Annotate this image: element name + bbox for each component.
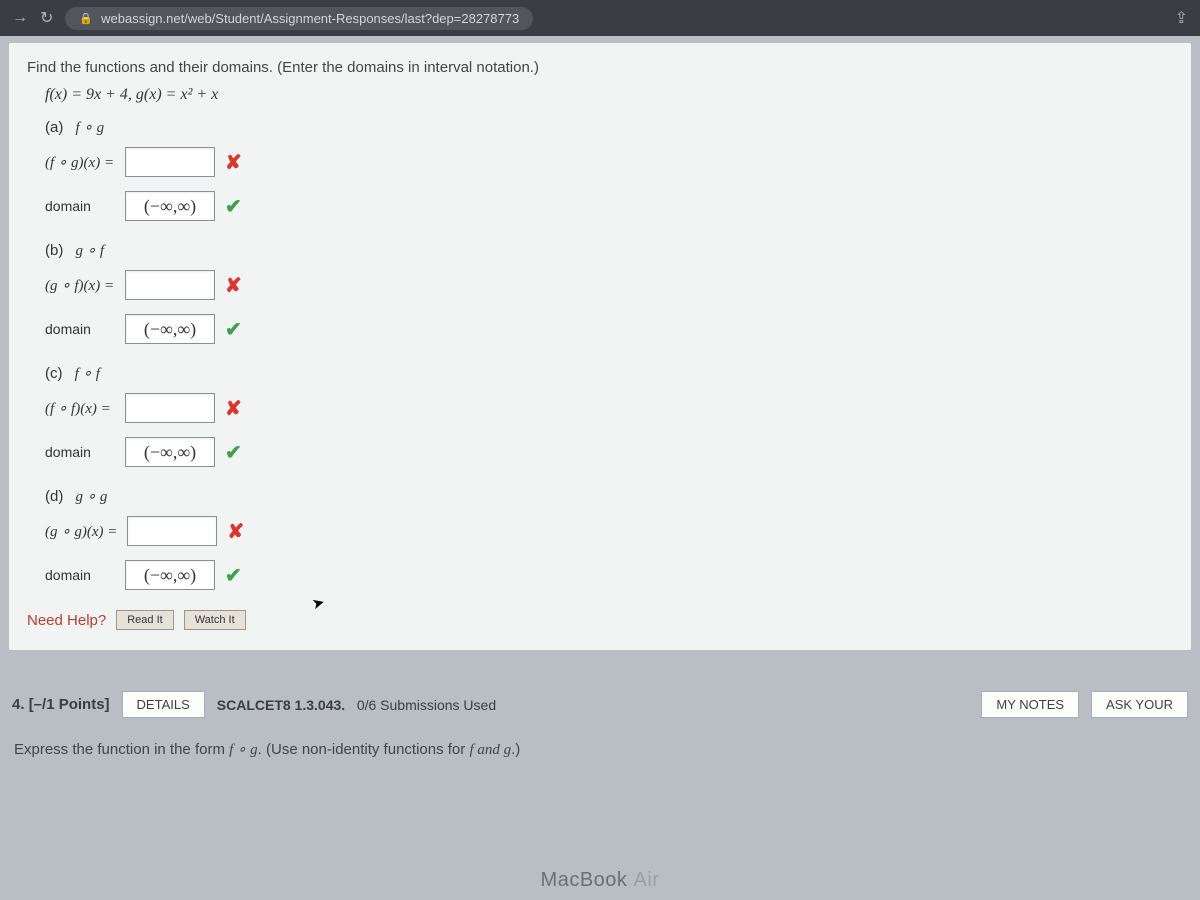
- part-b: (b) g ∘ f (g ∘ f)(x) = ✘ domain (−∞,∞) ✔: [45, 241, 1173, 344]
- part-c: (c) f ∘ f (f ∘ f)(x) = ✘ domain (−∞,∞) ✔: [45, 364, 1173, 467]
- part-a-domain-input[interactable]: (−∞,∞): [125, 191, 215, 221]
- q4-points: [–/1 Points]: [29, 696, 110, 713]
- q4-prompt: Express the function in the form f ∘ g. …: [14, 740, 1192, 759]
- ask-your-teacher-button[interactable]: ASK YOUR: [1091, 691, 1188, 718]
- nav-forward-icon[interactable]: →: [12, 9, 28, 27]
- lock-icon: 🔒: [79, 12, 93, 25]
- wrong-icon: ✘: [225, 150, 242, 175]
- browser-toolbar: → ↻ 🔒 webassign.net/web/Student/Assignme…: [0, 0, 1200, 36]
- part-a-lhs: (f ∘ g)(x) =: [45, 153, 115, 172]
- right-icon: ✔: [225, 194, 242, 219]
- right-icon: ✔: [225, 317, 242, 342]
- wrong-icon: ✘: [225, 273, 242, 298]
- part-c-expr-input[interactable]: [125, 393, 215, 423]
- part-d-domain-label: domain: [45, 567, 115, 583]
- watch-it-button[interactable]: Watch It: [184, 610, 246, 630]
- need-help-label: Need Help?: [27, 612, 106, 629]
- part-a-expr-input[interactable]: [125, 147, 215, 177]
- q4-source: SCALCET8 1.3.043.: [217, 697, 345, 713]
- part-b-domain-label: domain: [45, 321, 115, 337]
- part-b-domain-input[interactable]: (−∞,∞): [125, 314, 215, 344]
- part-c-domain-input[interactable]: (−∞,∞): [125, 437, 215, 467]
- part-a: (a) f ∘ g (f ∘ g)(x) = ✘ domain (−∞,∞) ✔: [45, 118, 1173, 221]
- part-a-domain-label: domain: [45, 198, 115, 214]
- wrong-icon: ✘: [225, 396, 242, 421]
- question-4-header: 4. [–/1 Points] DETAILS SCALCET8 1.3.043…: [8, 691, 1192, 718]
- wrong-icon: ✘: [227, 519, 244, 544]
- part-c-label: (c): [45, 365, 63, 382]
- part-d-lhs: (g ∘ g)(x) =: [45, 522, 117, 541]
- part-c-lhs: (f ∘ f)(x) =: [45, 399, 115, 418]
- part-b-expr-input[interactable]: [125, 270, 215, 300]
- part-c-domain-label: domain: [45, 444, 115, 460]
- part-c-comp: f ∘ f: [75, 366, 100, 382]
- part-b-label: (b): [45, 242, 63, 259]
- part-d: (d) g ∘ g (g ∘ g)(x) = ✘ domain (−∞,∞) ✔: [45, 487, 1173, 590]
- part-a-label: (a): [45, 119, 63, 136]
- device-label: MacBook Air: [541, 869, 660, 892]
- right-icon: ✔: [225, 563, 242, 588]
- my-notes-button[interactable]: MY NOTES: [981, 691, 1079, 718]
- part-d-comp: g ∘ g: [76, 489, 108, 505]
- details-button[interactable]: DETAILS: [122, 691, 205, 718]
- part-d-expr-input[interactable]: [127, 516, 217, 546]
- nav-reload-icon[interactable]: ↻: [40, 8, 53, 28]
- share-icon[interactable]: ⇪: [1175, 8, 1188, 28]
- part-b-lhs: (g ∘ f)(x) =: [45, 276, 115, 295]
- q4-submissions: 0/6 Submissions Used: [357, 697, 496, 713]
- question-panel-3: Find the functions and their domains. (E…: [8, 42, 1192, 651]
- read-it-button[interactable]: Read It: [116, 610, 173, 630]
- q4-number: 4.: [12, 696, 25, 713]
- need-help-row: Need Help? Read It Watch It: [27, 610, 1173, 630]
- part-d-domain-input[interactable]: (−∞,∞): [125, 560, 215, 590]
- url-text: webassign.net/web/Student/Assignment-Res…: [101, 11, 519, 26]
- right-icon: ✔: [225, 440, 242, 465]
- part-a-comp: f ∘ g: [76, 120, 105, 136]
- instructions: Find the functions and their domains. (E…: [27, 59, 1173, 76]
- url-bar[interactable]: 🔒 webassign.net/web/Student/Assignment-R…: [65, 7, 533, 30]
- part-d-label: (d): [45, 488, 63, 505]
- part-b-comp: g ∘ f: [76, 243, 105, 259]
- function-definitions: f(x) = 9x + 4, g(x) = x² + x: [45, 86, 1173, 104]
